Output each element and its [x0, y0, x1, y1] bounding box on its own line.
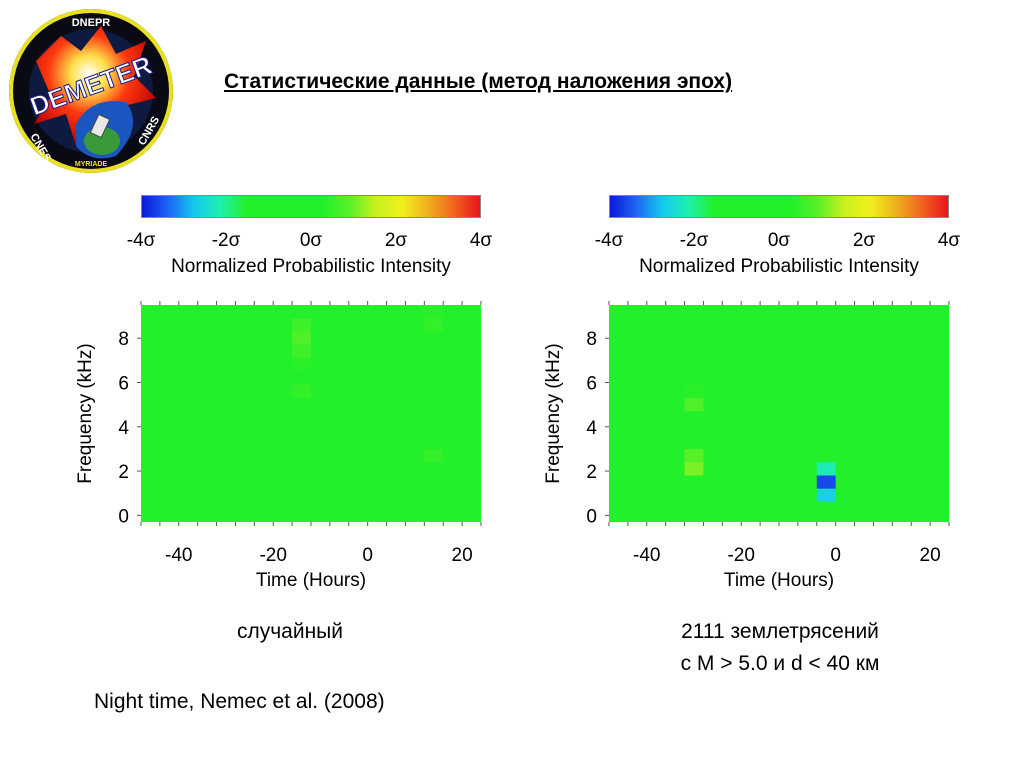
x-tick-label: -40 — [633, 545, 660, 566]
heatmap-cell — [292, 344, 311, 359]
heatmap-earthquakes: -40 -20 0 20 0 2 4 6 8 Time (Hours) Frequency (kHz… — [543, 301, 950, 591]
colorbar-tick: 0σ — [767, 230, 791, 251]
y-tick-label: 8 — [586, 329, 597, 350]
heatmap-cell — [684, 448, 704, 463]
colorbar-tick: 4σ — [469, 230, 493, 251]
heatmap-cell — [835, 371, 855, 385]
colorbar-tick: 2σ — [852, 230, 876, 251]
colorbar-tick: -4σ — [126, 230, 156, 251]
panel-random: -4σ -2σ 0σ 2σ 4σ Normalized Probabilisti… — [70, 190, 492, 591]
heatmap-cell — [816, 475, 836, 489]
caption-line: 2111 землетрясений — [681, 620, 879, 643]
heatmap-cell — [835, 331, 855, 345]
y-axis-label: Frequency (kHz) — [75, 343, 96, 483]
heatmap-random: -40 -20 0 20 0 2 4 6 8 Time (Hours) Frequency (kHz… — [75, 301, 482, 591]
caption-line: случайный — [236, 620, 344, 643]
caption-earthquakes: 2111 землетрясений с M > 5.0 и d < 40 км — [640, 616, 920, 680]
heatmap-cell — [684, 462, 704, 476]
x-tick-label: -20 — [259, 545, 286, 566]
caption-random: случайный — [190, 616, 390, 648]
x-tick-label: 20 — [920, 545, 941, 566]
y-tick-label: 2 — [118, 462, 129, 483]
heatmap-cell — [816, 462, 836, 476]
logo-bottom-text: MYRIADE — [75, 161, 108, 168]
colorbar — [141, 195, 481, 218]
heatmap-background — [609, 305, 949, 522]
colorbar-tick: 4σ — [937, 230, 961, 251]
heatmap-cell — [424, 448, 444, 463]
heatmap-cell — [292, 384, 311, 398]
heatmap-cell — [816, 448, 836, 463]
heatmap-cell — [292, 318, 311, 332]
footnote-citation: Night time, Nemec et al. (2008) — [94, 690, 385, 713]
heatmap-cell — [684, 398, 704, 412]
colorbar-tick: -2σ — [679, 230, 709, 251]
heatmap-cell — [292, 398, 311, 412]
heatmap-cell — [424, 305, 444, 319]
slide-title: Статистические данные (метод наложения э… — [224, 70, 733, 93]
colorbar-ticks: -4σ -2σ 0σ 2σ 4σ — [595, 230, 960, 252]
x-axis-label: Time (Hours) — [724, 570, 834, 591]
colorbar-tick: 2σ — [384, 230, 408, 251]
heatmap-cell — [816, 488, 836, 503]
heatmap-cell — [424, 318, 444, 332]
colorbar-label: Normalized Probabilistic Intensity — [171, 256, 451, 277]
colorbar — [609, 195, 949, 218]
panel-earthquakes: -4σ -2σ 0σ 2σ 4σ Normalized Probabilisti… — [538, 190, 960, 591]
y-tick-label: 6 — [586, 374, 597, 395]
colorbar-tick: -2σ — [211, 230, 241, 251]
y-tick-label: 4 — [586, 418, 597, 439]
y-tick-label: 0 — [586, 506, 597, 527]
y-tick-label: 0 — [118, 506, 129, 527]
y-axis-label: Frequency (kHz) — [543, 343, 564, 483]
colorbar-label: Normalized Probabilistic Intensity — [639, 256, 919, 277]
colorbar-tick: 0σ — [299, 230, 323, 251]
x-tick-label: 20 — [452, 545, 473, 566]
y-tick-label: 8 — [118, 329, 129, 350]
heatmap-cell — [292, 371, 311, 385]
heatmap-cell — [684, 384, 704, 398]
heatmap-cell — [292, 358, 311, 372]
colorbar-tick: -4σ — [594, 230, 624, 251]
x-tick-label: -40 — [165, 545, 192, 566]
y-tick-label: 4 — [118, 418, 129, 439]
x-tick-label: -20 — [727, 545, 754, 566]
x-axis-label: Time (Hours) — [256, 570, 366, 591]
demeter-logo: DNEPR DEMETER CNES CNRS MYRIADE — [9, 9, 173, 173]
colorbar-ticks: -4σ -2σ 0σ 2σ 4σ — [127, 230, 492, 252]
heatmap-cell — [292, 331, 311, 345]
caption-line: с M > 5.0 и d < 40 км — [680, 652, 880, 675]
x-tick-label: 0 — [362, 545, 373, 566]
x-tick-label: 0 — [830, 545, 841, 566]
logo-top-text: DNEPR — [72, 17, 111, 29]
y-tick-label: 6 — [118, 374, 129, 395]
y-tick-label: 2 — [586, 462, 597, 483]
